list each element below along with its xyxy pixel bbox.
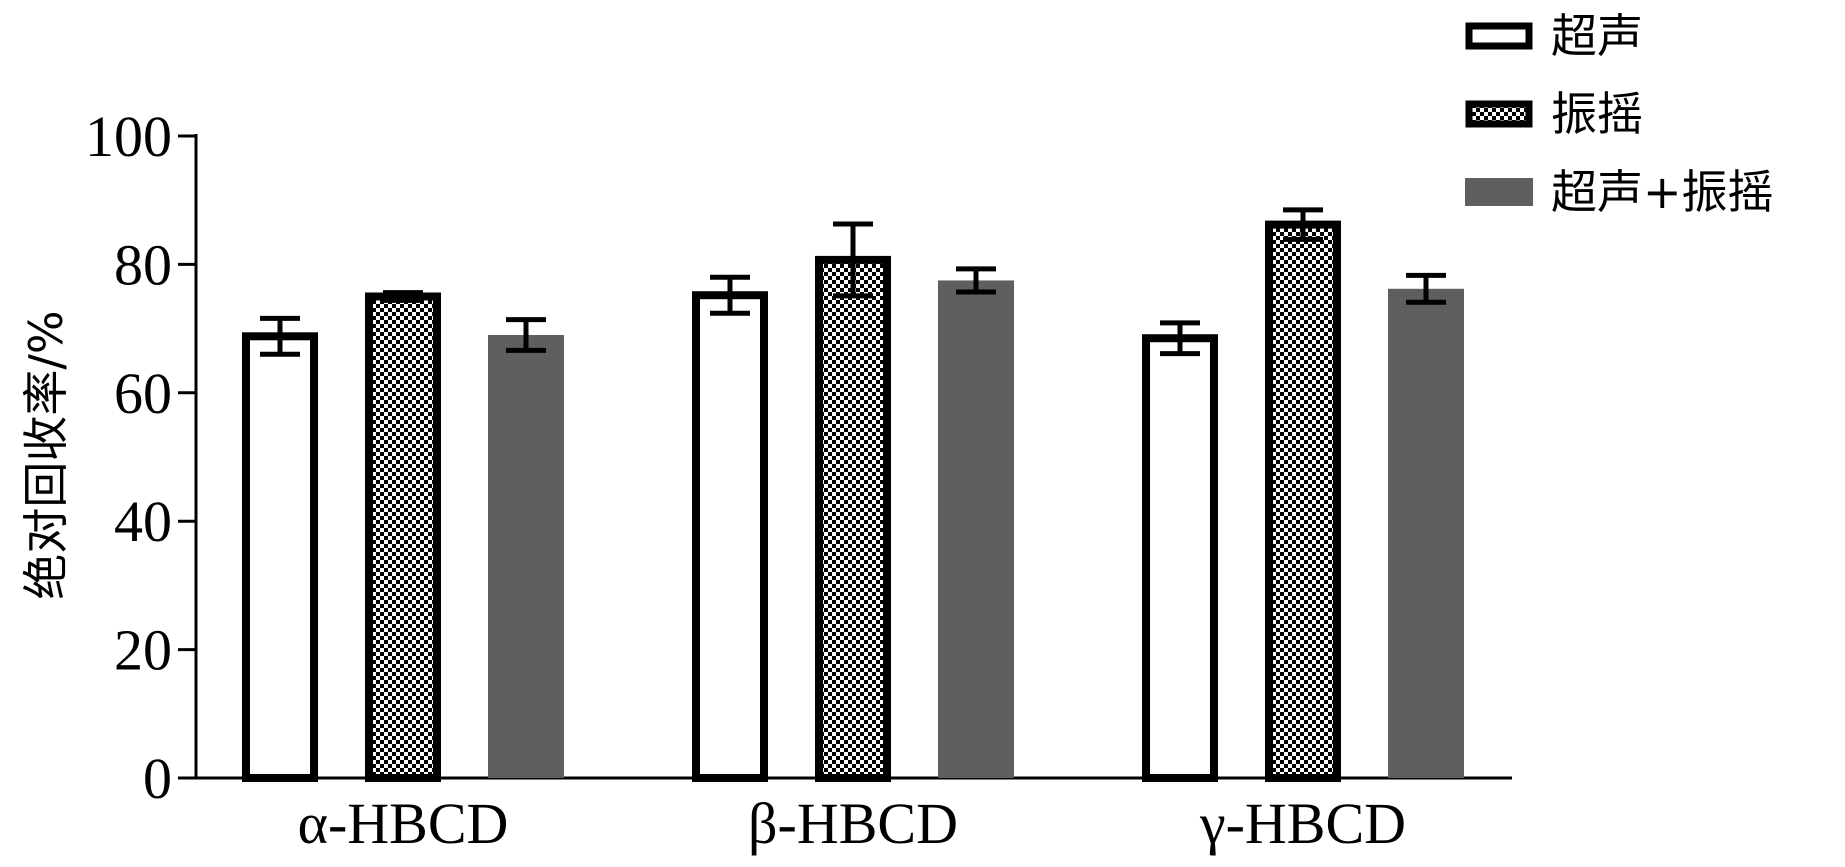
y-tick-label: 0 (143, 746, 172, 811)
y-tick-label: 80 (114, 232, 172, 297)
y-tick-label: 100 (85, 104, 172, 169)
y-tick-label: 40 (114, 489, 172, 554)
y-tick-label: 60 (114, 361, 172, 426)
y-tick-label: 20 (114, 618, 172, 683)
axes: 0 20 40 60 80 100 α-HBCD β-HBCD γ-HBCD (85, 104, 1512, 856)
bar (488, 335, 564, 778)
bar (692, 291, 768, 782)
y-axis-label: 绝对回收率/% (19, 310, 73, 599)
bar (242, 332, 318, 782)
bar (1388, 288, 1464, 778)
bar (938, 280, 1014, 778)
x-tick-label: γ-HBCD (1199, 791, 1406, 856)
bar (815, 255, 891, 782)
bars (242, 220, 1464, 782)
legend-label: 超声+振摇 (1551, 165, 1774, 219)
legend-swatch (1465, 100, 1533, 128)
bar (1142, 334, 1218, 782)
legend-label: 振摇 (1551, 87, 1643, 141)
legend-swatch (1465, 178, 1533, 206)
legend-label: 超声 (1551, 9, 1643, 63)
legend-swatch (1465, 22, 1533, 50)
x-tick-label: β-HBCD (748, 791, 958, 856)
error-bars (260, 207, 1446, 357)
bar (1265, 220, 1341, 782)
bar (365, 292, 441, 782)
x-tick-label: α-HBCD (298, 791, 509, 856)
